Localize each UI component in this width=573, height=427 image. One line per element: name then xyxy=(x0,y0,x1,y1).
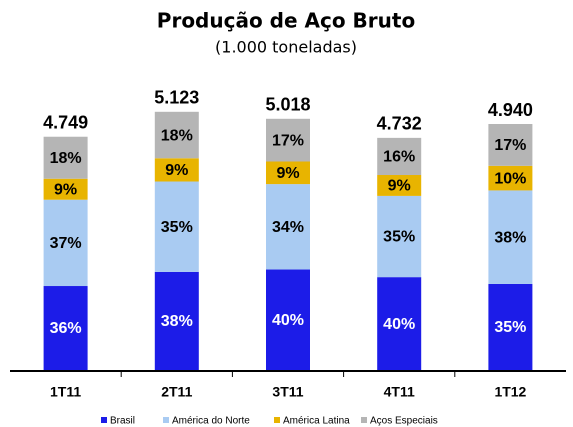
total-label: 4.732 xyxy=(377,114,422,134)
bar-segment xyxy=(154,271,199,370)
bar-segment xyxy=(43,199,88,287)
bar-segment xyxy=(266,161,310,185)
segment-label: 9% xyxy=(388,178,411,195)
legend-label: América do Norte xyxy=(172,416,250,427)
segment-label: 9% xyxy=(165,162,188,179)
segment-label: 18% xyxy=(50,150,82,167)
segment-label: 16% xyxy=(383,149,415,166)
bar-segment xyxy=(266,118,310,162)
bar-segment xyxy=(488,165,533,191)
total-label: 4.940 xyxy=(488,100,533,120)
segment-label: 40% xyxy=(272,312,304,329)
x-tick-label: 1T12 xyxy=(494,384,526,400)
bar-segment xyxy=(377,195,422,278)
bar-segment xyxy=(154,181,199,272)
legend-swatch xyxy=(101,417,107,423)
segment-label: 9% xyxy=(276,165,299,182)
total-label: 5.123 xyxy=(154,88,199,108)
bar-segment xyxy=(488,283,533,370)
segment-label: 34% xyxy=(272,219,304,236)
bar-segment xyxy=(488,124,533,166)
bar-segment xyxy=(43,286,88,370)
total-label: 4.749 xyxy=(43,112,88,132)
x-tick-label: 3T11 xyxy=(272,384,303,400)
segment-label: 17% xyxy=(494,137,526,154)
segment-label: 37% xyxy=(50,235,82,252)
chart-subtitle: (1.000 toneladas) xyxy=(215,38,357,57)
legend-swatch xyxy=(274,417,280,423)
legend-swatch xyxy=(361,417,367,423)
segment-label: 38% xyxy=(161,313,193,330)
x-tick-label: 2T11 xyxy=(161,384,192,400)
bar-segment xyxy=(377,175,422,196)
x-tick-label: 1T11 xyxy=(50,384,81,400)
segment-label: 18% xyxy=(161,127,193,144)
chart-title: Produção de Aço Bruto xyxy=(157,9,415,33)
x-tick-label: 4T11 xyxy=(384,384,415,400)
segment-label: 40% xyxy=(383,316,415,333)
legend-label: América Latina xyxy=(283,416,350,427)
bar-segment xyxy=(488,190,533,284)
segment-label: 17% xyxy=(272,132,304,149)
bar-segment xyxy=(377,137,422,176)
bar-segment xyxy=(43,178,88,200)
legend-label: Brasil xyxy=(110,416,135,427)
segment-label: 35% xyxy=(383,229,415,246)
legend-swatch xyxy=(163,417,169,423)
segment-label: 38% xyxy=(494,229,526,246)
bar-segment xyxy=(43,136,88,179)
bar-segment xyxy=(266,184,310,270)
segment-label: 35% xyxy=(494,319,526,336)
segment-label: 9% xyxy=(54,181,77,198)
legend-label: Aços Especiais xyxy=(370,416,438,427)
segment-label: 10% xyxy=(494,170,526,187)
bar-segment xyxy=(154,158,199,182)
bar-segment xyxy=(266,269,310,370)
segment-label: 35% xyxy=(161,219,193,236)
bar-segment xyxy=(377,277,422,370)
segment-label: 36% xyxy=(50,320,82,337)
total-label: 5.018 xyxy=(265,95,310,115)
bar-segment xyxy=(154,111,199,159)
